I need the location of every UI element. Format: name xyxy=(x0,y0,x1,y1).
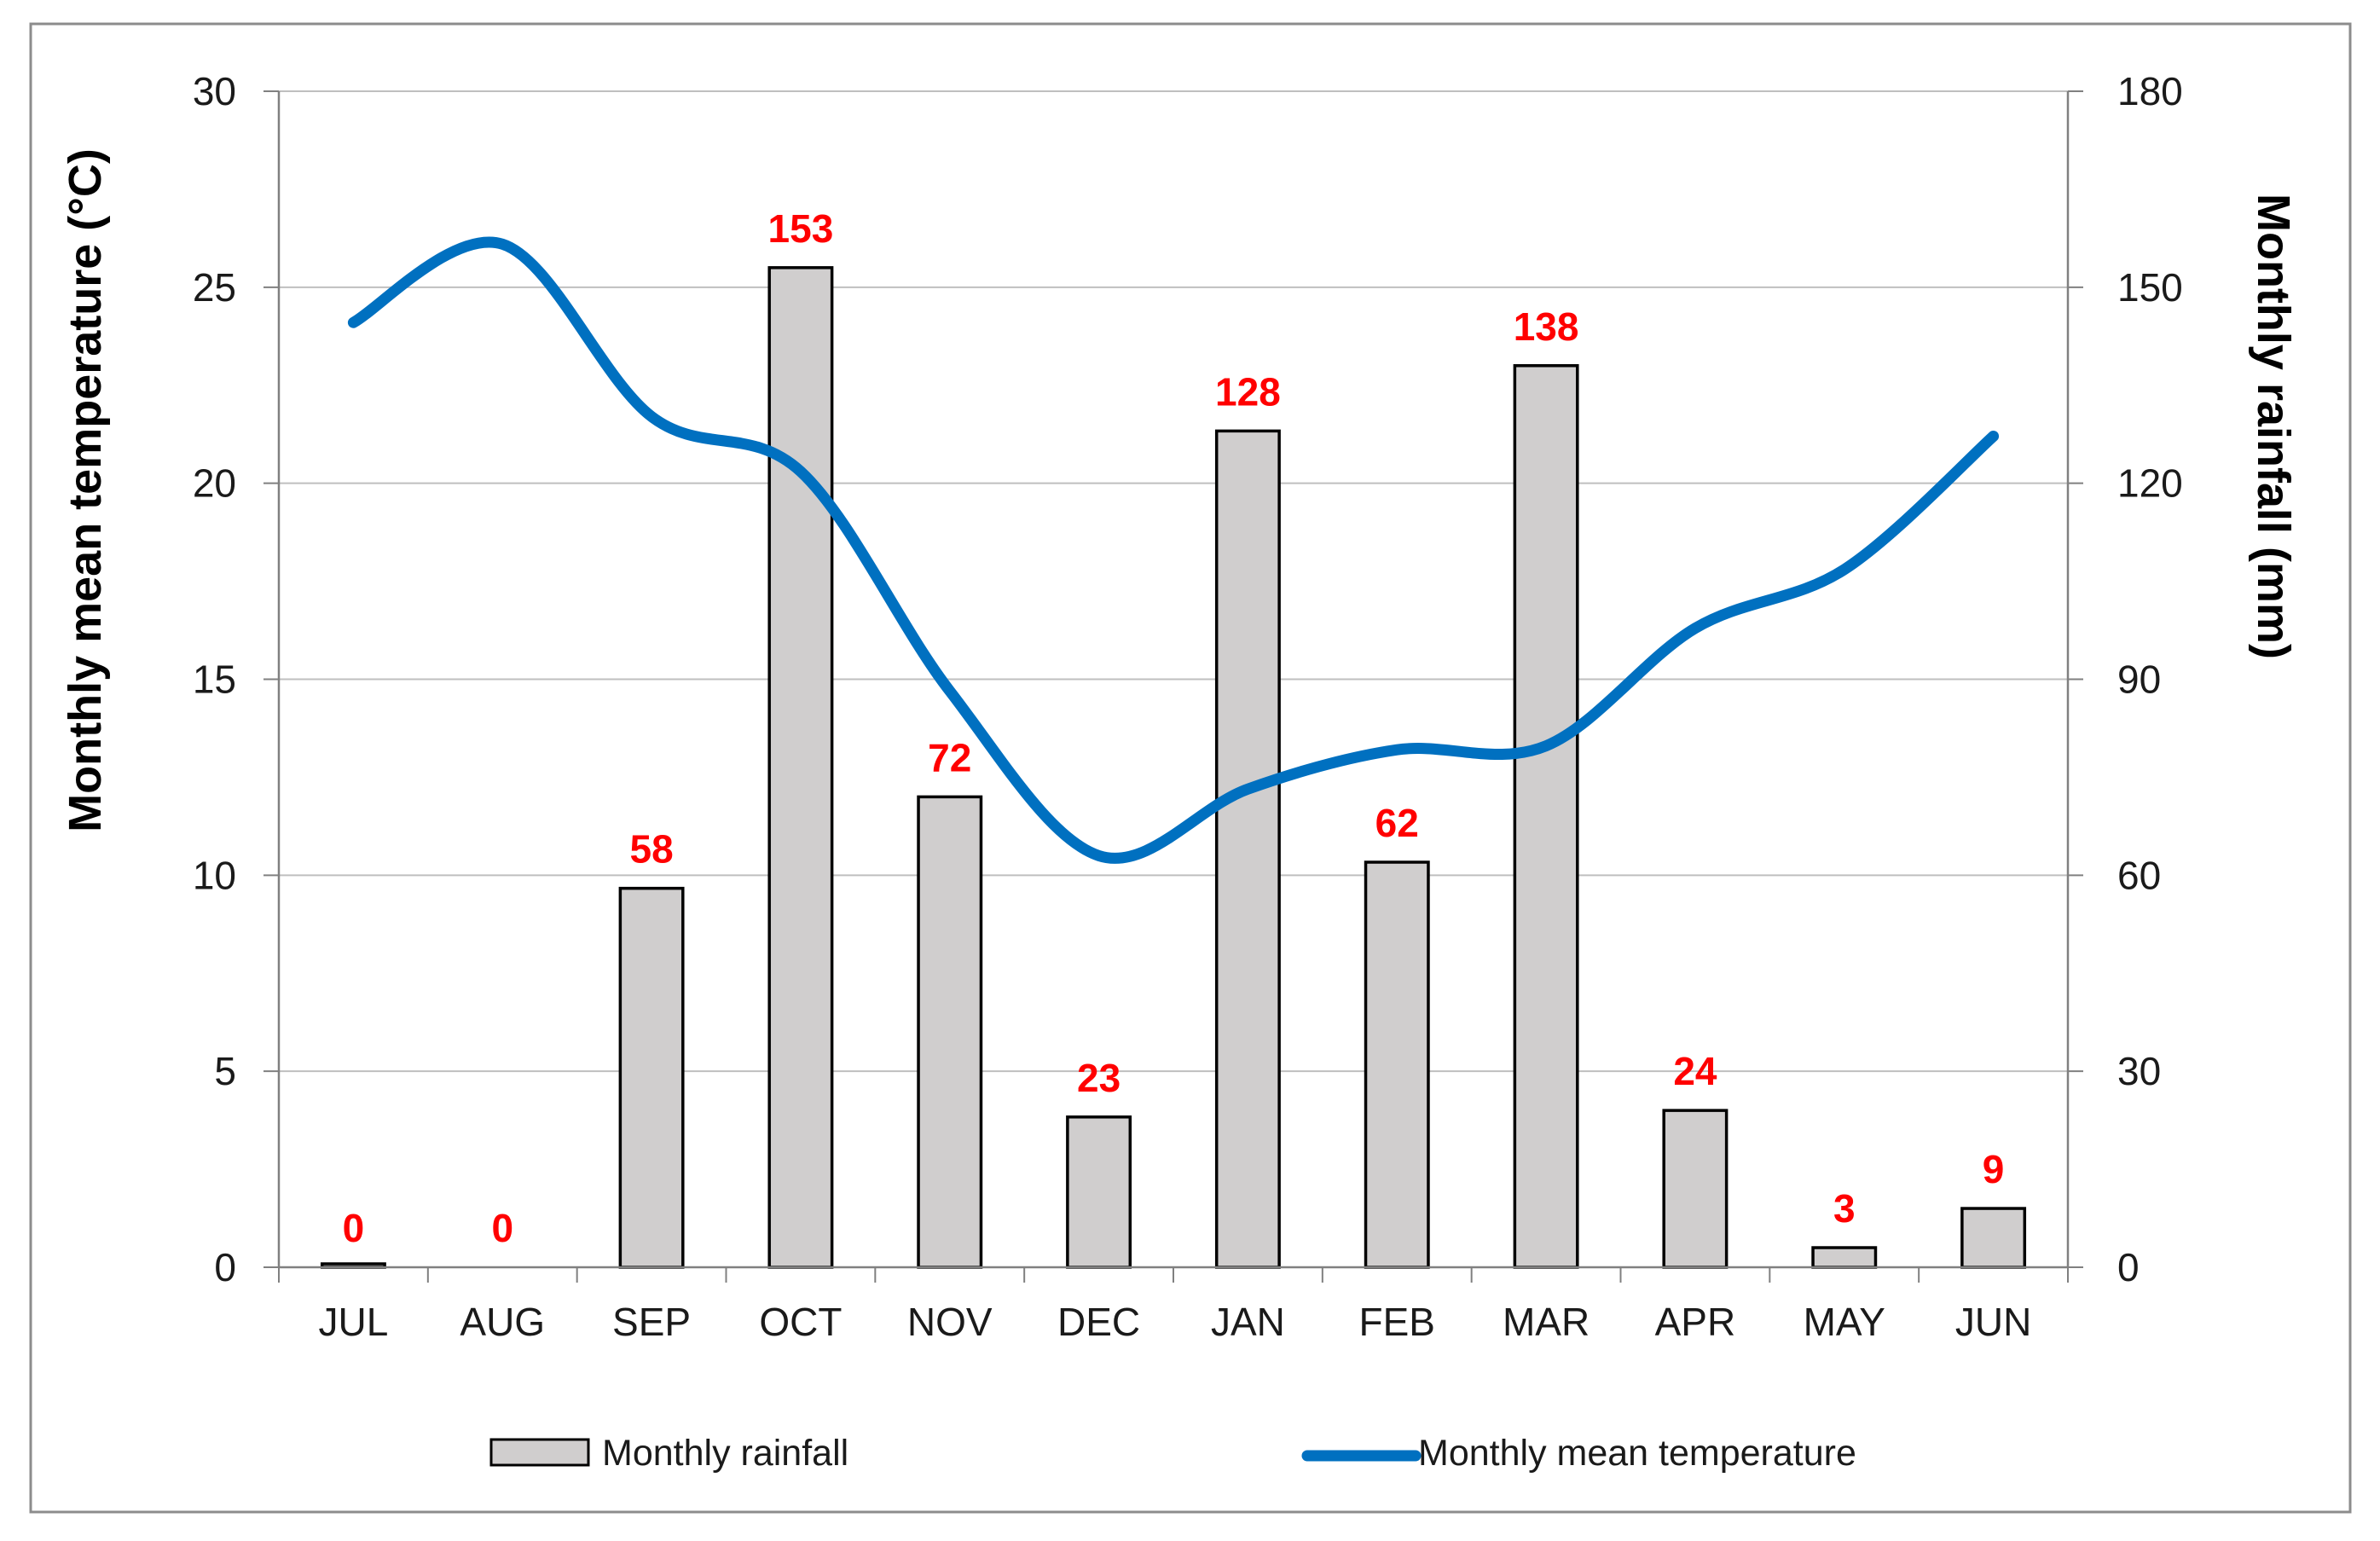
data-labels: 0 0 58 153 72 23 128 62 138 24 3 9 xyxy=(343,206,2005,1250)
rainfall-bar xyxy=(618,886,685,1269)
rainfall-data-label: 153 xyxy=(768,206,834,251)
rainfall-data-label: 23 xyxy=(1077,1056,1121,1100)
x-axis-tick-label: OCT xyxy=(759,1300,842,1344)
x-axis-tick-label: MAR xyxy=(1503,1300,1590,1344)
rainfall-bar xyxy=(1214,429,1281,1269)
rainfall-data-label: 138 xyxy=(1514,304,1579,349)
right-axis-tick-label: 30 xyxy=(2117,1049,2161,1093)
rainfall-bar xyxy=(1662,1109,1729,1269)
rainfall-data-label: 9 xyxy=(1983,1147,2005,1191)
x-axis-tick-label: APR xyxy=(1655,1300,1736,1344)
rainfall-bar xyxy=(1066,1115,1132,1269)
left-axis-tick-label: 15 xyxy=(193,658,236,702)
x-axis-tick-label: DEC xyxy=(1057,1300,1140,1344)
rainfall-bar xyxy=(1811,1246,1878,1269)
rainfall-bar xyxy=(1960,1207,2027,1269)
rainfall-data-label: 24 xyxy=(1673,1049,1717,1093)
left-axis-tick-label: 5 xyxy=(214,1049,236,1093)
right-axis-tick-label: 150 xyxy=(2117,265,2183,310)
x-axis-tick-label: AUG xyxy=(460,1300,545,1344)
temperature-line xyxy=(347,236,2000,864)
rainfall-bar xyxy=(917,795,983,1269)
x-axis-tick-label: JAN xyxy=(1211,1300,1285,1344)
rainfall-data-label: 72 xyxy=(928,735,971,779)
x-axis-tick-label: NOV xyxy=(907,1300,993,1344)
right-axis-tick-label: 180 xyxy=(2117,69,2183,113)
rainfall-data-label: 3 xyxy=(1833,1186,1856,1231)
legend: Monthly rainfall Monthly mean temperatur… xyxy=(489,1433,1856,1474)
rainfall-data-label: 0 xyxy=(343,1206,365,1250)
rainfall-data-label: 0 xyxy=(491,1206,513,1250)
legend-label-rainfall: Monthly rainfall xyxy=(602,1433,848,1474)
right-axis-tick-label: 0 xyxy=(2117,1245,2140,1289)
right-axis-tick-label: 120 xyxy=(2117,461,2183,506)
rainfall-data-label: 62 xyxy=(1375,801,1419,845)
temperature-line-layer xyxy=(347,236,2000,864)
rainfall-data-label: 128 xyxy=(1215,369,1281,414)
right-axis-tick-label: 90 xyxy=(2117,658,2161,702)
rainfall-bar xyxy=(767,266,834,1269)
x-axis-tick-label: JUL xyxy=(319,1300,389,1344)
gridlines xyxy=(279,90,2068,1073)
right-axis-title: Monthly rainfall (mm) xyxy=(2248,194,2299,659)
x-axis-tick-label: MAY xyxy=(1804,1300,1885,1344)
legend-label-temperature: Monthly mean temperature xyxy=(1418,1433,1856,1474)
left-axis-tick-label: 20 xyxy=(193,461,236,506)
right-axis-tick-label: 60 xyxy=(2117,853,2161,897)
left-axis-tick-label: 0 xyxy=(214,1245,236,1289)
x-axis-tick-label: SEP xyxy=(612,1300,691,1344)
x-axis-tick-label: JUN xyxy=(1955,1300,2031,1344)
rainfall-bars xyxy=(320,266,2027,1269)
left-axis-tick-label: 10 xyxy=(193,853,236,897)
rainfall-bar xyxy=(1364,860,1430,1269)
chart-frame xyxy=(29,22,2352,1514)
rainfall-bar xyxy=(1513,364,1579,1269)
legend-swatch-rainfall xyxy=(489,1438,590,1467)
left-axis-tick-label: 30 xyxy=(193,69,236,113)
left-axis-title: Monthly mean temperature (°C) xyxy=(60,148,111,832)
x-axis-tick-label: FEB xyxy=(1359,1300,1435,1344)
left-axis-tick-label: 25 xyxy=(193,265,236,310)
rainfall-data-label: 58 xyxy=(629,827,673,872)
